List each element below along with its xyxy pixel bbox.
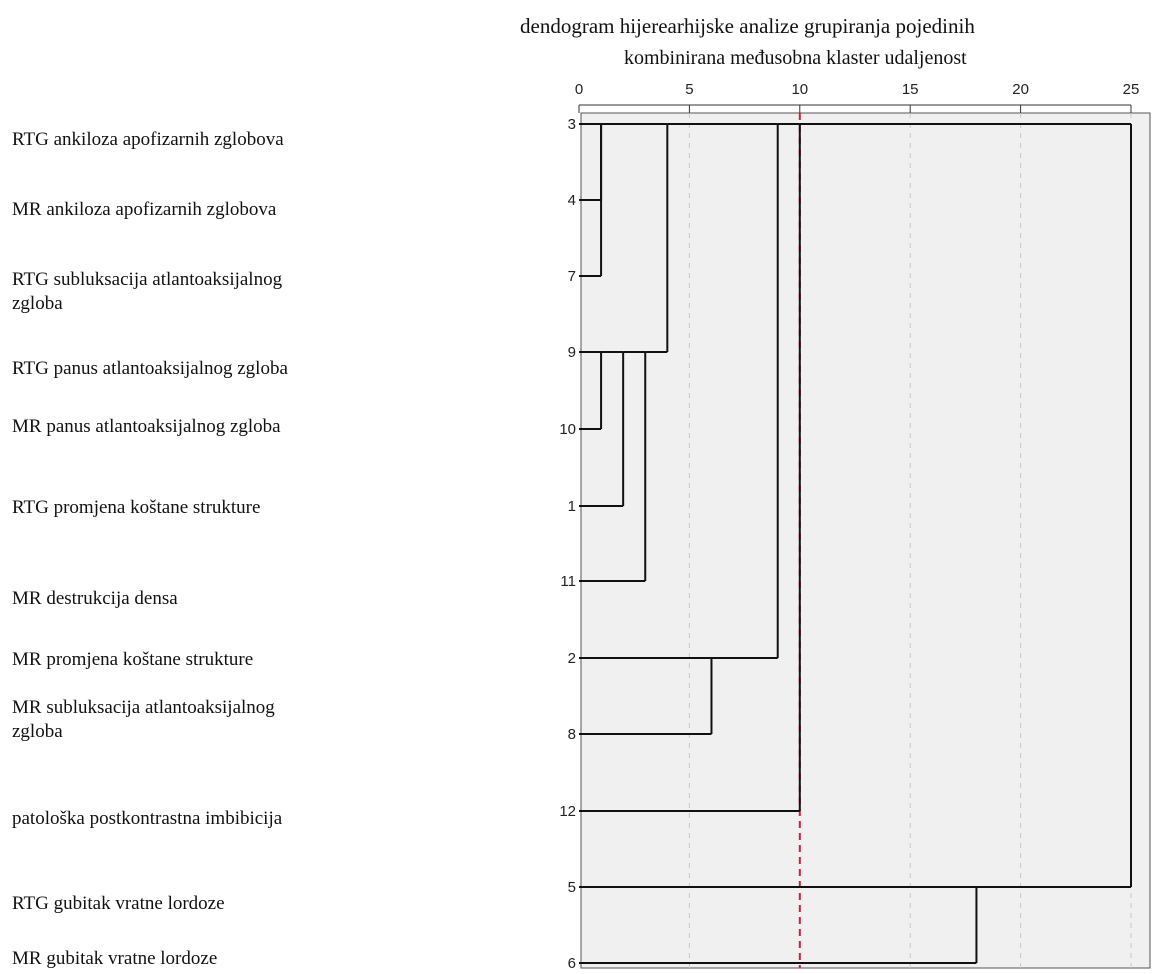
row-label: RTG panus atlantoaksijalnog zgloba xyxy=(12,358,288,379)
leaf-label: 6 xyxy=(568,955,576,972)
row-label: RTG subluksacija atlantoaksijalnog zglob… xyxy=(12,269,283,314)
tick-label: 20 xyxy=(1012,81,1029,98)
leaf-label: 2 xyxy=(568,650,576,667)
row-label: patološka postkontrastna imbibicija xyxy=(12,808,283,829)
leaf-label: 11 xyxy=(560,573,576,590)
leaf-label: 1 xyxy=(568,498,576,515)
tick-label: 0 xyxy=(575,81,583,98)
chart-title: dendogram hijerearhijske analize grupira… xyxy=(520,14,975,38)
row-label: RTG ankiloza apofizarnih zglobova xyxy=(12,129,284,150)
leaf-label: 7 xyxy=(568,268,576,285)
tick-label: 10 xyxy=(791,81,808,98)
row-label: MR ankiloza apofizarnih zglobova xyxy=(12,199,277,220)
leaf-label: 5 xyxy=(568,879,576,896)
leaf-label: 9 xyxy=(568,344,576,361)
leaf-label: 8 xyxy=(568,726,576,743)
row-label: MR gubitak vratne lordoze xyxy=(12,948,218,969)
row-label: MR panus atlantoaksijalnog zgloba xyxy=(12,416,281,437)
tick-label: 25 xyxy=(1123,81,1140,98)
row-label: MR promjena koštane strukture xyxy=(12,649,254,670)
leaf-label: 12 xyxy=(559,803,576,820)
leaf-label: 4 xyxy=(568,192,576,209)
leaf-label: 3 xyxy=(568,116,576,133)
row-label: MR subluksacija atlantoaksijalnog zgloba xyxy=(12,697,275,742)
row-label: RTG promjena koštane strukture xyxy=(12,497,261,518)
plot-area xyxy=(580,112,1151,969)
row-label: RTG gubitak vratne lordoze xyxy=(12,893,225,914)
row-label: MR destrukcija densa xyxy=(12,588,178,609)
tick-label: 15 xyxy=(902,81,919,98)
x-axis-label: kombinirana međusobna klaster udaljenost xyxy=(624,47,967,69)
leaf-label: 10 xyxy=(559,421,576,438)
tick-label: 5 xyxy=(685,81,693,98)
